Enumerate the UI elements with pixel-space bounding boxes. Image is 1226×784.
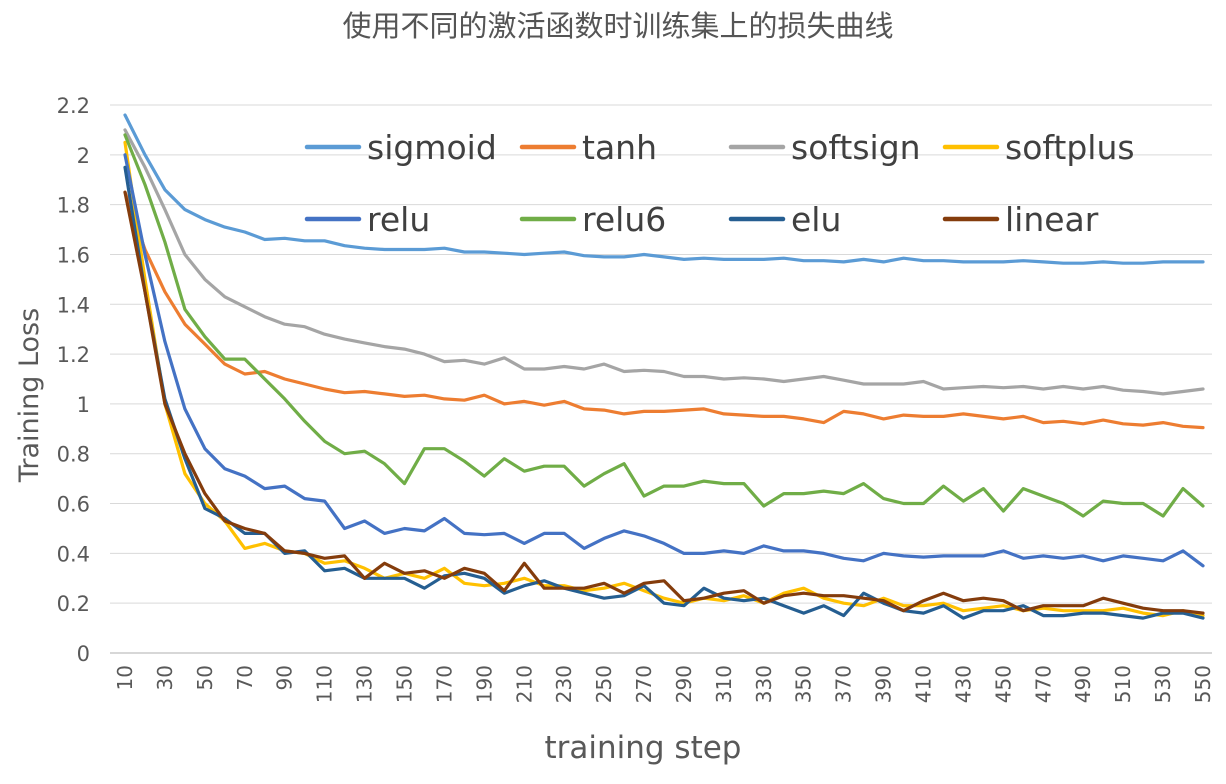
legend-label-linear: linear	[1005, 200, 1099, 239]
x-tick-label: 150	[392, 665, 416, 703]
series-line-relu6	[123, 133, 1205, 518]
legend-label-softsign: softsign	[791, 128, 921, 167]
x-tick-label: 370	[832, 665, 856, 703]
x-tick-label: 250	[592, 665, 616, 703]
series-line-tanh	[123, 190, 1205, 430]
legend-label-sigmoid: sigmoid	[367, 128, 497, 167]
x-tick-label: 290	[672, 665, 696, 703]
series-line-elu	[123, 165, 1205, 620]
legend-label-softplus: softplus	[1005, 128, 1135, 167]
y-tick-label: 1.2	[57, 343, 90, 367]
x-tick-label: 450	[991, 665, 1015, 703]
x-axis-ticks: 10 30 50 70 90 110 130 150 170 190 210 230 250 270 290…	[113, 665, 1215, 703]
series-line-softsign	[123, 128, 1205, 396]
x-tick-label: 230	[552, 665, 576, 703]
chart-title: 使用不同的激活函数时训练集上的损失曲线	[342, 9, 893, 43]
y-tick-label: 1.4	[57, 293, 90, 317]
legend-label-relu6: relu6	[582, 200, 666, 239]
x-tick-label: 510	[1111, 665, 1135, 703]
x-tick-label: 110	[313, 665, 337, 703]
y-tick-label: 0.8	[57, 443, 90, 467]
x-tick-label: 270	[632, 665, 656, 703]
legend-label-tanh: tanh	[582, 128, 657, 167]
x-tick-label: 10	[113, 665, 137, 690]
y-tick-label: 1.6	[57, 243, 90, 267]
x-tick-label: 90	[273, 665, 297, 690]
x-tick-label: 490	[1071, 665, 1095, 703]
x-tick-label: 170	[432, 665, 456, 703]
series-line-sigmoid	[123, 113, 1205, 265]
legend: sigmoid tanh softsign softplus relu relu6 elu l…	[304, 128, 1135, 239]
x-tick-label: 70	[233, 665, 257, 690]
y-tick-label: 2.2	[57, 94, 90, 118]
x-tick-label: 130	[353, 665, 377, 703]
y-tick-label: 1	[77, 393, 90, 417]
gridlines	[110, 104, 1212, 654]
x-tick-label: 50	[193, 665, 217, 690]
x-tick-label: 210	[512, 665, 536, 703]
series-line-linear	[123, 190, 1205, 615]
y-tick-label: 0.2	[57, 592, 90, 616]
x-tick-label: 310	[712, 665, 736, 703]
y-tick-label: 0.6	[57, 493, 90, 517]
x-tick-label: 410	[912, 665, 936, 703]
series-line-relu	[123, 153, 1205, 568]
x-tick-label: 550	[1191, 665, 1215, 703]
x-tick-label: 470	[1031, 665, 1055, 703]
y-tick-label: 2	[77, 144, 90, 168]
x-tick-label: 330	[752, 665, 776, 703]
legend-label-elu: elu	[791, 200, 841, 239]
y-axis-ticks: 0 0.2 0.4 0.6 0.8 1 1.2 1.4 1.6 1.8 2 2.2	[57, 94, 90, 666]
x-tick-label: 30	[153, 665, 177, 690]
x-tick-label: 430	[951, 665, 975, 703]
x-tick-label: 190	[472, 665, 496, 703]
x-tick-label: 390	[872, 665, 896, 703]
y-tick-label: 0	[77, 642, 90, 666]
y-tick-label: 0.4	[57, 542, 90, 566]
y-tick-label: 1.8	[57, 194, 90, 218]
x-tick-label: 530	[1151, 665, 1175, 703]
x-axis-label: training step	[544, 730, 741, 766]
legend-label-relu: relu	[367, 200, 430, 239]
x-tick-label: 350	[792, 665, 816, 703]
y-axis-label: Training Loss	[14, 308, 45, 483]
series-lines	[123, 113, 1205, 620]
